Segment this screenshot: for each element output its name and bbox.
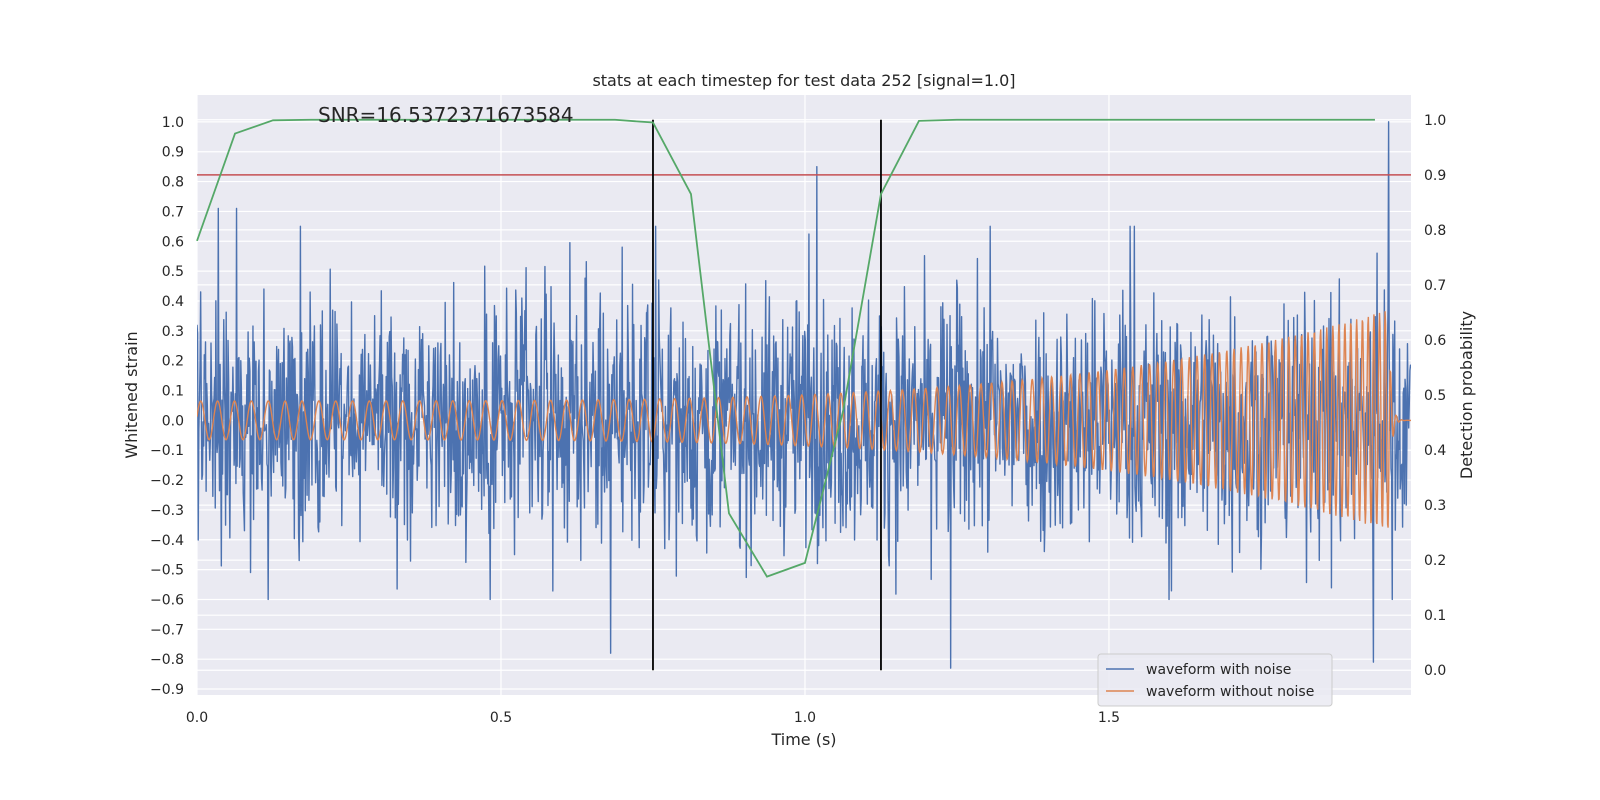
chart-title: stats at each timestep for test data 252… bbox=[592, 71, 1015, 90]
series-layer bbox=[196, 118, 1411, 671]
y-tick-label: 0.7 bbox=[162, 204, 184, 220]
y-tick-label: 0.9 bbox=[162, 145, 184, 161]
y-tick-label: 0.5 bbox=[162, 264, 184, 280]
legend: waveform with noise waveform without noi… bbox=[1097, 653, 1333, 707]
y-tick-label: 0.2 bbox=[162, 354, 184, 370]
y-tick-label: 0.6 bbox=[162, 234, 184, 250]
y-tick-label: 0.0 bbox=[162, 413, 184, 429]
y2-tick-label: 0.7 bbox=[1424, 278, 1446, 294]
snr-annotation: SNR=16.5372371673584 bbox=[318, 103, 574, 127]
x-tick-label: 1.5 bbox=[1098, 710, 1120, 726]
legend-label-waveform-without-noise: waveform without noise bbox=[1146, 684, 1314, 700]
y-tick-label: 1.0 bbox=[162, 115, 184, 131]
y2-tick-label: 0.9 bbox=[1424, 168, 1446, 184]
x-tick-label: 0.0 bbox=[186, 710, 208, 726]
legend-box bbox=[1097, 653, 1333, 707]
y-tick-label: 0.8 bbox=[162, 175, 184, 191]
y-tick-label: −0.3 bbox=[150, 503, 184, 519]
y-tick-label: −0.1 bbox=[150, 443, 184, 459]
y-tick-label: −0.7 bbox=[150, 622, 184, 638]
y-tick-label: 0.4 bbox=[162, 294, 184, 310]
tick-labels: 0.0 0.5 1.0 1.5 1.0 0.9 0.8 0.7 0.6 0.5 0.4 0.3 0.2 0… bbox=[150, 113, 1446, 726]
y-tick-label: 0.1 bbox=[162, 384, 184, 400]
y2-tick-label: 0.1 bbox=[1424, 608, 1446, 624]
x-tick-label: 1.0 bbox=[794, 710, 816, 726]
x-axis-label: Time (s) bbox=[770, 730, 836, 749]
y2-tick-label: 0.3 bbox=[1424, 498, 1446, 514]
y-tick-label: −0.4 bbox=[150, 533, 184, 549]
y-tick-label: −0.9 bbox=[150, 682, 184, 698]
y2-tick-label: 0.0 bbox=[1424, 663, 1446, 679]
y2-tick-label: 0.5 bbox=[1424, 388, 1446, 404]
y-tick-label: −0.8 bbox=[150, 652, 184, 668]
y2-axis-label: Detection probability bbox=[1457, 311, 1476, 479]
series-line-waveform-without-noise bbox=[197, 311, 1411, 528]
y2-tick-label: 0.8 bbox=[1424, 223, 1446, 239]
legend-label-waveform-with-noise: waveform with noise bbox=[1146, 662, 1291, 678]
y2-tick-label: 0.6 bbox=[1424, 333, 1446, 349]
y-tick-label: 0.3 bbox=[162, 324, 184, 340]
y2-tick-label: 1.0 bbox=[1424, 113, 1446, 129]
y2-tick-label: 0.2 bbox=[1424, 553, 1446, 569]
y-tick-label: −0.2 bbox=[150, 473, 184, 489]
series-line-detection-probability bbox=[196, 118, 1375, 578]
y-tick-label: −0.5 bbox=[150, 563, 184, 579]
y2-tick-label: 0.4 bbox=[1424, 443, 1446, 459]
y-tick-label: −0.6 bbox=[150, 592, 184, 608]
y-axis-label: Whitened strain bbox=[122, 331, 141, 458]
x-tick-label: 0.5 bbox=[490, 710, 512, 726]
